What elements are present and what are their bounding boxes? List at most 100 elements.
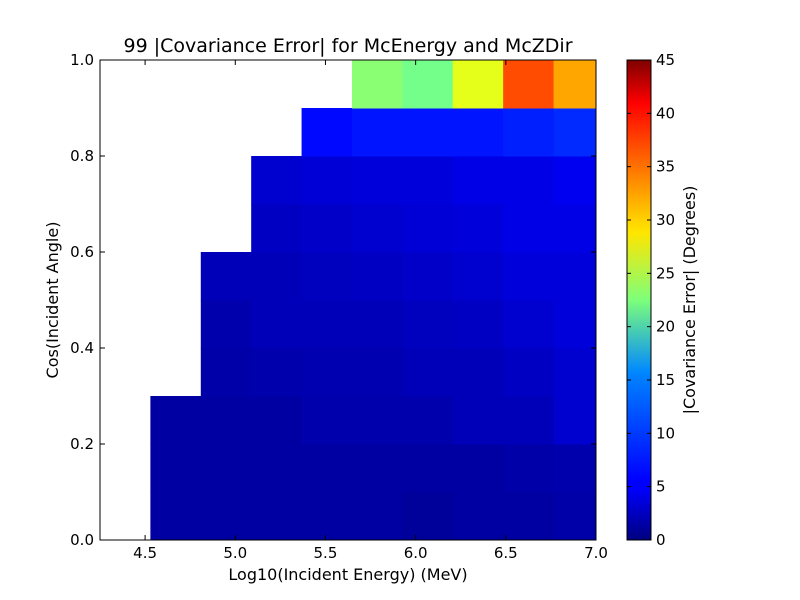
colorbar-tick-label: 10 [656, 424, 675, 442]
heatmap-cell [301, 204, 353, 253]
y-tick-label: 0.6 [70, 243, 94, 261]
heatmap-cell [351, 444, 403, 493]
heatmap-cell [553, 108, 597, 157]
plot-frame [99, 59, 597, 541]
colorbar-tick-label: 5 [656, 478, 666, 496]
colorbar-tick-label: 20 [656, 318, 675, 336]
x-tick-label: 4.5 [133, 544, 157, 562]
colorbar-tick-label: 35 [656, 158, 675, 176]
heatmap-cell [503, 60, 555, 109]
heatmap-cell [503, 300, 555, 349]
colorbar-tick-label: 45 [656, 51, 675, 69]
heatmap-cell [351, 300, 403, 349]
heatmap-cell [351, 396, 403, 445]
heatmap-cell [452, 300, 504, 349]
heatmap-cell [402, 348, 454, 397]
heatmap-cell [351, 156, 403, 205]
colorbar-tick-label: 30 [656, 211, 675, 229]
heatmap-cell [351, 252, 403, 301]
x-tick-label: 7.0 [584, 544, 608, 562]
heatmap-cell [452, 204, 504, 253]
y-tick-label: 0.8 [70, 147, 94, 165]
heatmap-cell [150, 492, 202, 541]
heatmap-cell [452, 396, 504, 445]
heatmap-cell [301, 156, 353, 205]
heatmap-cell [503, 348, 555, 397]
heatmap-cell [503, 108, 555, 157]
y-tick-label: 0.4 [70, 339, 94, 357]
heatmap-cell [200, 300, 252, 349]
heatmap-cell [503, 444, 555, 493]
heatmap-cell [452, 348, 504, 397]
heatmap-cell [553, 492, 597, 541]
heatmap-cell [452, 156, 504, 205]
heatmap-cell [150, 444, 202, 493]
heatmap-cell [452, 108, 504, 157]
heatmap-cell [351, 108, 403, 157]
heatmap-cell [452, 444, 504, 493]
heatmap-cell [200, 444, 252, 493]
heatmap-cell [200, 492, 252, 541]
heatmap-cell [351, 60, 403, 109]
x-tick-label: 5.0 [223, 544, 247, 562]
heatmap-cell [553, 348, 597, 397]
heatmap-cell [553, 156, 597, 205]
heatmap-cell [503, 252, 555, 301]
heatmap-cell [251, 204, 303, 253]
heatmap-cell [150, 396, 202, 445]
colorbar-tick-label: 15 [656, 371, 675, 389]
heatmap-cell [553, 252, 597, 301]
x-tick-label: 6.0 [404, 544, 428, 562]
y-axis: 0.0 0.2 0.4 0.6 0.8 1.0 [70, 51, 596, 549]
heatmap-cell [251, 396, 303, 445]
heatmap-cell [402, 204, 454, 253]
colorbar-label: |Covariance Error| (Degrees) [680, 186, 699, 415]
heatmap-cell [503, 396, 555, 445]
heatmap-cells [150, 60, 597, 541]
colorbar-tick-label: 25 [656, 264, 675, 282]
heatmap-cell [402, 156, 454, 205]
heatmap-cell [200, 252, 252, 301]
heatmap-cell [251, 156, 303, 205]
y-axis-label: Cos(Incident Angle) [43, 222, 62, 379]
heatmap-cell [553, 444, 597, 493]
y-tick-label: 0.2 [70, 435, 94, 453]
heatmap-cell [553, 204, 597, 253]
heatmap-cell [452, 492, 504, 541]
colorbar-tick-label: 40 [656, 104, 675, 122]
heatmap-cell [402, 108, 454, 157]
heatmap-cell [301, 492, 353, 541]
heatmap-cell [351, 492, 403, 541]
heatmap-cell [251, 444, 303, 493]
heatmap-cell [503, 492, 555, 541]
x-axis-label: Log10(Incident Energy) (MeV) [228, 565, 467, 584]
heatmap-cell [301, 348, 353, 397]
x-tick-label: 5.5 [314, 544, 338, 562]
y-tick-label: 1.0 [70, 51, 94, 69]
heatmap-cell [402, 300, 454, 349]
heatmap-cell [251, 492, 303, 541]
heatmap-cell [402, 60, 454, 109]
heatmap-cell [351, 348, 403, 397]
heatmap-cell [553, 396, 597, 445]
heatmap-cell [402, 492, 454, 541]
heatmap-cell [402, 444, 454, 493]
heatmap-cell [251, 252, 303, 301]
heatmap-cell [503, 204, 555, 253]
x-axis: 4.5 5.0 5.5 6.0 6.5 7.0 [133, 60, 608, 562]
y-tick-label: 0.0 [70, 531, 94, 549]
x-tick-label: 6.5 [494, 544, 518, 562]
heatmap-cell [402, 252, 454, 301]
heatmap-cell [452, 60, 504, 109]
heatmap-cell [301, 444, 353, 493]
heatmap-cell [301, 108, 353, 157]
heatmap-cell [301, 300, 353, 349]
heatmap-cell [251, 300, 303, 349]
heatmap-cell [301, 252, 353, 301]
heatmap-cell [553, 300, 597, 349]
colorbar-tick-label: 0 [656, 531, 666, 549]
heatmap-cell [301, 396, 353, 445]
heatmap-cell [402, 396, 454, 445]
heatmap-cell [503, 156, 555, 205]
